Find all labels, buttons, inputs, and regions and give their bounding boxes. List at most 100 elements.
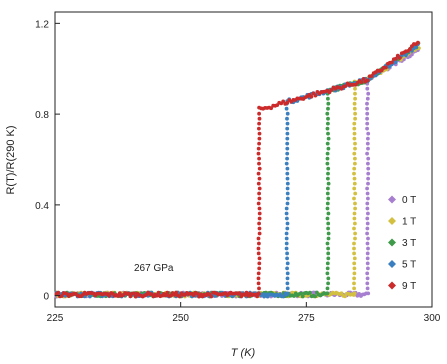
legend-label-1: 1 T <box>402 217 416 228</box>
point-9T-zero <box>237 291 242 295</box>
legend-marker-0 <box>388 195 396 204</box>
point-0T-jump <box>365 141 370 146</box>
point-0T-jump <box>365 201 370 206</box>
point-9T-jump <box>257 166 262 171</box>
point-9T-zero <box>59 294 64 298</box>
point-5T-jump <box>285 176 290 181</box>
point-5T-jump <box>285 136 290 141</box>
point-5T-zero <box>281 294 286 299</box>
y-tick-label-2: 0.8 <box>35 110 49 121</box>
legend: 0 T 1 T 3 T 5 T 9 T <box>388 195 416 292</box>
point-1T-jump <box>353 221 357 226</box>
point-0T-jump <box>365 261 370 266</box>
point-1T-jump <box>352 136 357 141</box>
point-5T-jump <box>285 281 290 286</box>
y-tick-label-1: 0.4 <box>35 201 49 212</box>
point-5T-jump <box>285 116 289 121</box>
point-3T-jump <box>325 156 330 161</box>
point-9T-jump <box>257 226 262 231</box>
point-9T-normal <box>365 78 370 83</box>
point-1T-jump <box>352 291 357 296</box>
point-9T-jump <box>257 121 261 126</box>
point-1T-jump <box>353 236 357 241</box>
point-0T-jump <box>366 246 370 251</box>
point-3T-jump <box>326 116 330 121</box>
point-3T-jump <box>326 121 330 126</box>
point-5T-jump <box>285 286 290 291</box>
point-9T-jump <box>257 186 262 191</box>
point-0T-jump <box>365 281 370 286</box>
point-5T-jump <box>285 126 290 131</box>
point-0T-jump <box>365 151 369 156</box>
point-9T-jump <box>257 111 261 116</box>
point-9T-normal <box>389 60 394 65</box>
point-0T-jump <box>365 191 370 196</box>
point-0T-jump <box>366 161 370 166</box>
point-5T-jump <box>285 121 290 126</box>
point-3T-zero <box>299 291 303 296</box>
point-9T-jump <box>257 191 261 196</box>
point-3T-jump <box>326 281 330 286</box>
point-0T-jump <box>365 216 370 221</box>
legend-label-3: 5 T <box>402 260 416 271</box>
point-9T-zero <box>163 293 168 298</box>
point-3T-zero <box>300 294 305 299</box>
x-tick-label-2: 275 <box>298 313 315 324</box>
point-1T-jump <box>352 171 356 176</box>
point-0T-jump <box>365 271 370 276</box>
point-9T-jump <box>257 156 261 161</box>
point-9T-normal <box>359 80 364 85</box>
point-5T-jump <box>285 271 290 276</box>
point-9T-normal <box>361 77 366 81</box>
point-5T-jump <box>285 171 290 176</box>
point-9T-jump <box>256 251 261 256</box>
point-5T-jump <box>285 141 290 146</box>
point-5T-jump <box>284 246 289 251</box>
point-5T-jump <box>284 236 289 241</box>
point-0T-jump <box>365 121 370 126</box>
point-3T-jump <box>325 206 330 211</box>
point-5T-jump <box>285 201 290 206</box>
point-0T-jump <box>365 116 369 121</box>
point-5T-jump <box>285 256 289 261</box>
point-9T-zero <box>209 294 214 299</box>
point-5T-jump <box>285 181 290 186</box>
point-1T-jump <box>352 121 357 126</box>
point-1T-jump <box>352 151 357 156</box>
point-9T-jump <box>256 271 261 276</box>
point-5T-jump <box>284 161 289 166</box>
point-9T-jump <box>257 176 262 181</box>
point-3T-jump <box>325 191 330 196</box>
point-3T-jump <box>325 141 330 146</box>
point-9T-jump <box>256 291 261 296</box>
point-9T-jump <box>256 151 261 156</box>
point-5T-zero <box>88 294 92 299</box>
point-9T-normal <box>416 40 420 45</box>
point-5T-jump <box>285 166 290 171</box>
point-9T-jump <box>256 236 261 241</box>
point-1T-jump <box>353 96 357 101</box>
point-9T-jump <box>257 211 262 216</box>
point-3T-zero <box>308 290 312 295</box>
point-0T-jump <box>365 101 369 106</box>
point-9T-jump <box>257 161 261 166</box>
data-points-layer <box>54 40 421 299</box>
y-tick-label-3: 1.2 <box>35 19 49 30</box>
point-9T-zero <box>107 293 112 298</box>
point-0T-normal <box>410 52 414 57</box>
point-9T-jump <box>257 206 262 211</box>
point-3T-jump <box>326 96 330 101</box>
point-0T-jump <box>365 241 370 246</box>
point-5T-jump <box>284 211 289 216</box>
point-5T-jump <box>285 291 290 296</box>
point-0T-jump <box>365 186 369 191</box>
point-9T-normal <box>383 65 388 70</box>
point-1T-jump <box>352 281 356 286</box>
point-5T-jump <box>285 266 289 271</box>
point-3T-jump <box>325 271 330 276</box>
point-3T-jump <box>326 166 331 171</box>
point-5T-jump <box>285 151 290 156</box>
point-5T-jump <box>284 241 289 246</box>
point-1T-jump <box>352 251 356 256</box>
